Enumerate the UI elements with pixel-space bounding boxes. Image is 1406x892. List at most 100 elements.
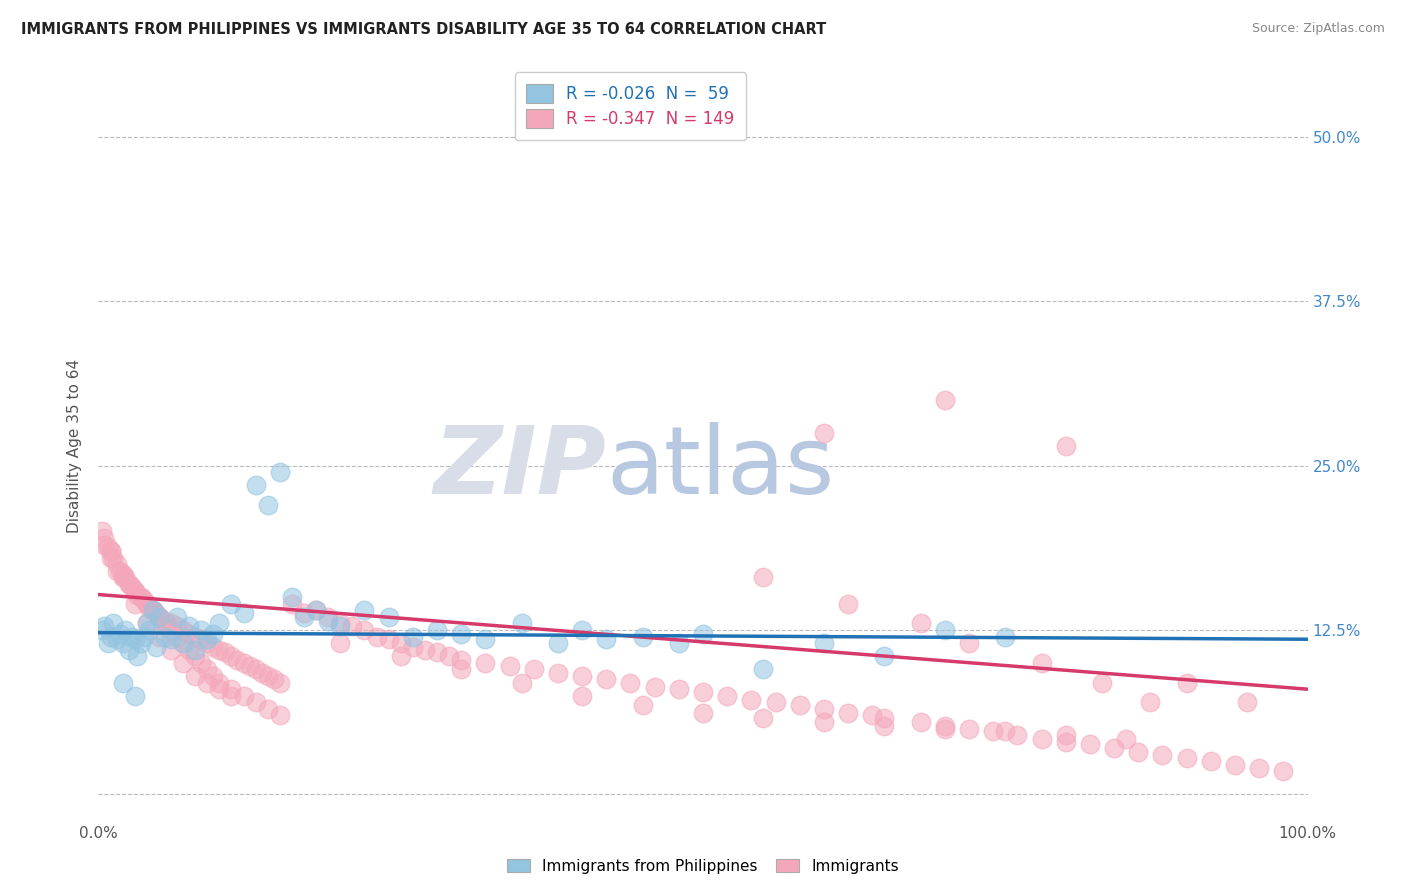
Point [118, 642, 141, 657]
Point [124, 689, 146, 703]
Point [160, 623, 183, 637]
Point [692, 706, 714, 720]
Point [668, 636, 690, 650]
Point [1031, 732, 1053, 747]
Point [221, 689, 243, 703]
Point [547, 666, 569, 681]
Point [269, 465, 291, 479]
Point [91, 623, 114, 637]
Point [1054, 728, 1077, 742]
Point [221, 597, 243, 611]
Point [138, 623, 160, 637]
Point [135, 597, 157, 611]
Point [166, 619, 188, 633]
Point [148, 610, 170, 624]
Point [129, 590, 152, 604]
Point [202, 669, 225, 683]
Point [232, 689, 254, 703]
Point [402, 640, 425, 654]
Point [1054, 735, 1077, 749]
Legend: Immigrants from Philippines, Immigrants: Immigrants from Philippines, Immigrants [501, 853, 905, 880]
Point [1236, 695, 1258, 709]
Point [752, 663, 775, 677]
Point [93, 538, 115, 552]
Point [837, 597, 859, 611]
Point [837, 706, 859, 720]
Point [1054, 439, 1077, 453]
Point [160, 616, 183, 631]
Point [1115, 732, 1137, 747]
Point [135, 597, 157, 611]
Point [329, 616, 352, 631]
Point [1139, 695, 1161, 709]
Point [232, 656, 254, 670]
Point [184, 649, 207, 664]
Point [245, 695, 267, 709]
Point [226, 653, 249, 667]
Point [789, 698, 811, 712]
Point [631, 698, 654, 712]
Point [329, 636, 352, 650]
Point [208, 682, 231, 697]
Point [305, 603, 328, 617]
Point [263, 672, 285, 686]
Point [100, 630, 122, 644]
Point [142, 603, 165, 617]
Point [740, 692, 762, 706]
Point [97, 540, 120, 554]
Point [202, 640, 225, 654]
Point [1152, 747, 1174, 762]
Point [377, 632, 399, 647]
Point [134, 592, 156, 607]
Point [813, 425, 835, 440]
Point [957, 722, 980, 736]
Point [172, 636, 194, 650]
Point [127, 649, 149, 664]
Point [108, 627, 131, 641]
Point [934, 392, 956, 407]
Point [813, 702, 835, 716]
Point [281, 597, 304, 611]
Point [934, 722, 956, 736]
Point [353, 623, 375, 637]
Point [148, 610, 170, 624]
Point [239, 658, 262, 673]
Point [121, 630, 143, 644]
Point [118, 577, 141, 591]
Point [93, 619, 115, 633]
Point [160, 632, 183, 647]
Point [813, 714, 835, 729]
Point [631, 630, 654, 644]
Point [208, 675, 231, 690]
Point [184, 630, 207, 644]
Point [1249, 761, 1271, 775]
Point [292, 606, 315, 620]
Point [547, 636, 569, 650]
Point [166, 610, 188, 624]
Point [166, 630, 188, 644]
Point [269, 675, 291, 690]
Point [752, 570, 775, 584]
Point [202, 627, 225, 641]
Point [389, 636, 412, 650]
Point [934, 623, 956, 637]
Point [498, 658, 520, 673]
Point [1078, 738, 1101, 752]
Text: Source: ZipAtlas.com: Source: ZipAtlas.com [1251, 22, 1385, 36]
Point [1175, 750, 1198, 764]
Point [190, 623, 212, 637]
Point [142, 603, 165, 617]
Point [450, 653, 472, 667]
Point [114, 623, 136, 637]
Point [124, 632, 146, 647]
Y-axis label: Disability Age 35 to 64: Disability Age 35 to 64 [67, 359, 83, 533]
Point [1091, 675, 1114, 690]
Point [619, 675, 641, 690]
Point [329, 619, 352, 633]
Point [860, 708, 883, 723]
Point [184, 669, 207, 683]
Point [172, 623, 194, 637]
Point [100, 550, 122, 565]
Point [93, 531, 115, 545]
Point [250, 666, 273, 681]
